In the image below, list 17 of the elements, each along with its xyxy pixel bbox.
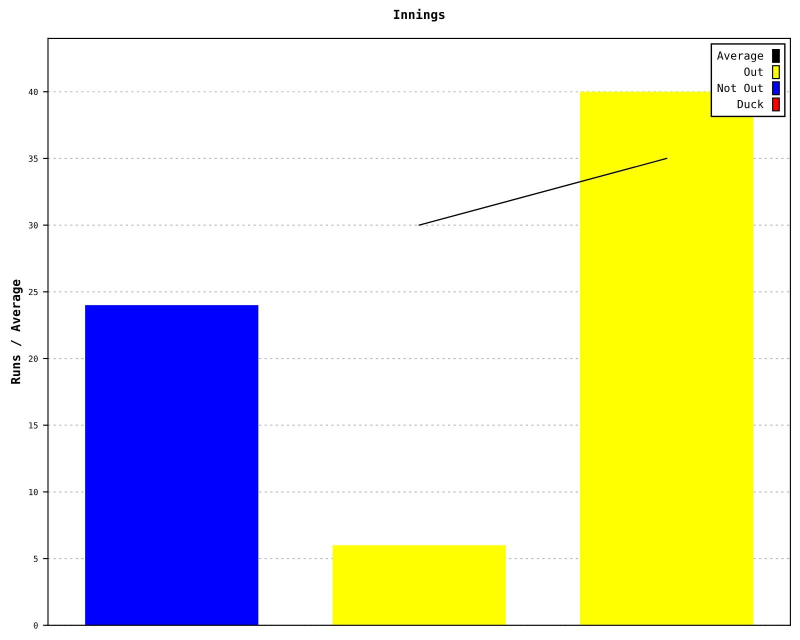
y-tick-label: 25 [28, 288, 38, 296]
legend-label: Duck [738, 100, 764, 108]
y-tick-label: 15 [29, 422, 38, 429]
y-tick-label: 30 [28, 222, 38, 228]
y-tick-label: 5 [34, 556, 38, 562]
legend-label: Average [717, 52, 764, 62]
y-axis-title: Runs / Average [10, 280, 23, 384]
y-tick-label: 10 [29, 488, 38, 496]
y-tick-label: 0 [34, 622, 38, 629]
legend-label: Not Out [718, 84, 763, 92]
y-tick-label: 40 [28, 88, 38, 96]
bar [332, 545, 506, 626]
y-tick-label: 20 [28, 356, 38, 362]
chart-title: Innings [394, 8, 445, 22]
y-tick-label: 35 [28, 155, 38, 162]
bar [85, 305, 258, 626]
legend-label: Out [744, 68, 763, 76]
